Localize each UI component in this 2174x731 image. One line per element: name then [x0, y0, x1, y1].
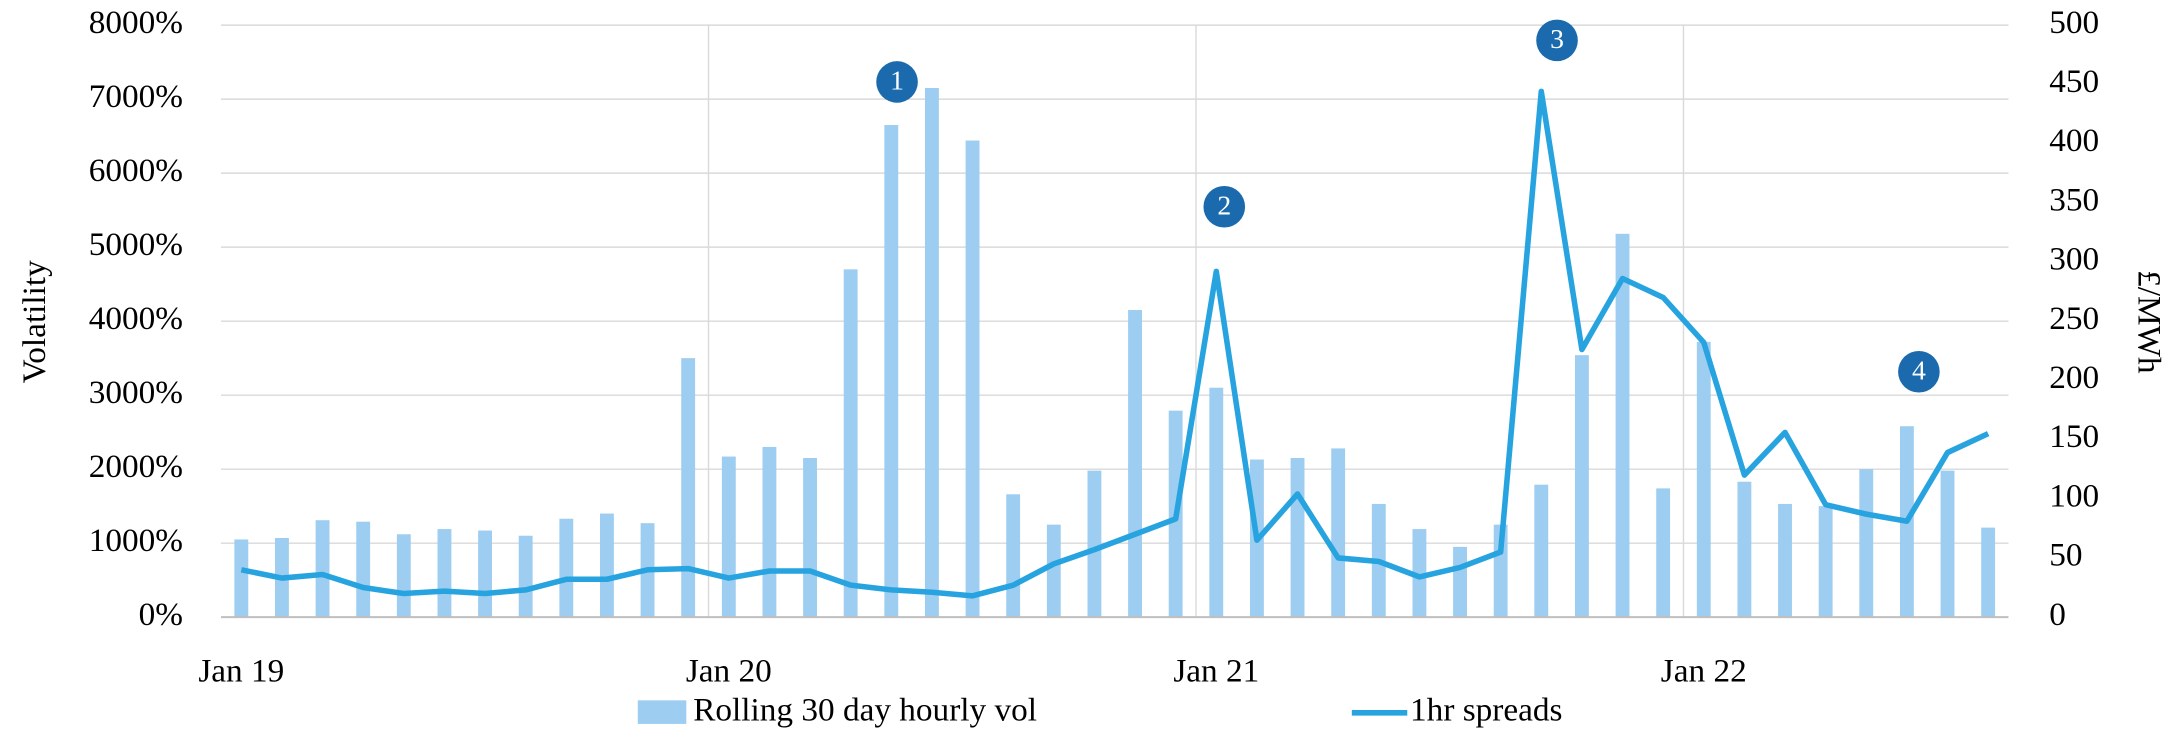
- y-tick-label: 5000%: [89, 226, 183, 263]
- bar: [518, 535, 533, 618]
- bar: [1656, 488, 1671, 618]
- y2-tick-label: 150: [2049, 418, 2099, 455]
- bar: [681, 358, 696, 618]
- y2-tick-label: 200: [2049, 359, 2099, 396]
- y-tick-label: 6000%: [89, 152, 183, 189]
- annotation-label: 1: [890, 65, 904, 96]
- annotation-marker: [1536, 19, 1578, 62]
- bar: [1940, 470, 1955, 618]
- annotation-label: 3: [1550, 23, 1564, 54]
- bar: [1412, 529, 1427, 618]
- bar: [1574, 355, 1589, 618]
- y-axis-label: Volatility: [16, 260, 53, 384]
- y-tick-label: 2000%: [89, 448, 183, 485]
- bar: [356, 521, 371, 618]
- y2-tick-label: 500: [2049, 4, 2099, 41]
- bar: [803, 458, 817, 618]
- bar: [1046, 524, 1061, 618]
- bar: [1859, 469, 1874, 618]
- y-tick-label: 3000%: [89, 374, 183, 411]
- bar: [721, 456, 736, 618]
- y2-tick-label: 100: [2049, 477, 2099, 514]
- bar: [1493, 524, 1508, 618]
- y2-tick-label: 300: [2049, 241, 2099, 278]
- bar: [1453, 546, 1467, 618]
- x-tick-label: Jan 20: [686, 653, 772, 690]
- annotation-label: 2: [1217, 189, 1231, 220]
- bar: [1534, 484, 1549, 618]
- bar: [1696, 341, 1711, 618]
- annotation-marker: [1203, 185, 1246, 228]
- bar: [924, 88, 939, 618]
- bar: [437, 529, 452, 618]
- line: [240, 88, 1990, 599]
- bar: [965, 140, 980, 618]
- legend-swatch: [637, 700, 687, 724]
- bar: [315, 520, 330, 618]
- bar: [396, 534, 411, 618]
- legend-label: Rolling 30 day hourly vol: [693, 691, 1037, 728]
- y-tick-label: 4000%: [89, 300, 183, 337]
- bar: [1290, 458, 1305, 618]
- bar: [762, 446, 777, 618]
- bar: [1981, 527, 1996, 618]
- y2-axis-label: £/MWh: [2131, 270, 2168, 374]
- bar: [884, 125, 899, 618]
- bar: [1331, 448, 1346, 618]
- x-tick-label: Jan 19: [198, 653, 284, 690]
- y-tick-label: 1000%: [89, 522, 183, 559]
- annotation-marker: [1898, 350, 1940, 393]
- bar: [1818, 506, 1833, 618]
- x-tick-label: Jan 21: [1173, 653, 1259, 690]
- bar: [1087, 470, 1102, 618]
- annotation-marker: [876, 61, 918, 103]
- y2-tick-label: 250: [2049, 300, 2099, 337]
- bar: [1006, 494, 1021, 618]
- annotation-label: 4: [1912, 354, 1926, 385]
- bar: [1778, 503, 1792, 618]
- y2-tick-label: 400: [2049, 122, 2099, 159]
- bar: [1209, 387, 1224, 618]
- legend-label: 1hr spreads: [1410, 691, 1562, 728]
- bar: [843, 269, 858, 618]
- bar: [599, 513, 614, 618]
- y2-tick-label: 0: [2049, 596, 2066, 633]
- y-tick-label: 7000%: [89, 78, 183, 115]
- y-tick-label: 8000%: [89, 4, 183, 41]
- bar: [234, 539, 249, 618]
- x-tick-label: Jan 22: [1661, 653, 1747, 690]
- bar: [1737, 481, 1752, 618]
- bar: [1615, 233, 1630, 618]
- bar: [1128, 310, 1142, 618]
- y-tick-label: 0%: [139, 596, 183, 633]
- y2-tick-label: 450: [2049, 63, 2099, 100]
- bar: [559, 518, 574, 618]
- bar: [478, 530, 492, 618]
- y2-tick-label: 50: [2049, 537, 2082, 574]
- y2-tick-label: 350: [2049, 181, 2099, 218]
